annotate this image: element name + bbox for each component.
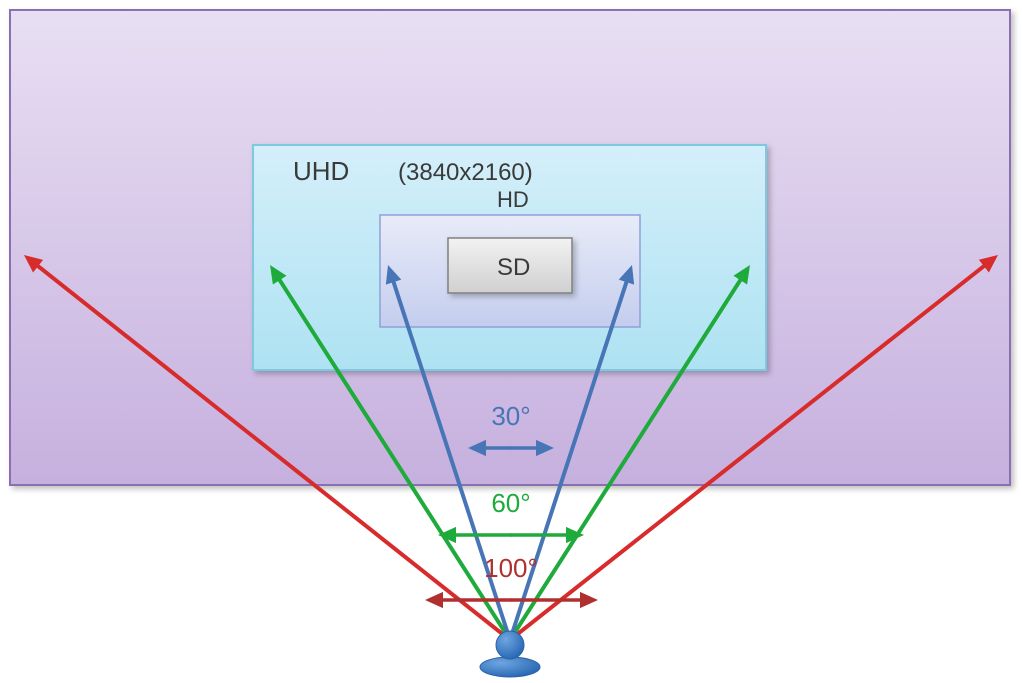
hd-label: HD: [497, 187, 529, 212]
angle-bar-2-right-head: [580, 592, 598, 608]
viewer-base: [480, 657, 540, 677]
fov-diagram: UHD (3840x2160)HD SD 30° 60° 100°: [0, 0, 1022, 683]
angle-bar-2-left-head: [425, 592, 443, 608]
angle-label-0: 30°: [491, 401, 530, 431]
viewer-head: [496, 631, 524, 659]
uhd-label: UHD: [293, 156, 349, 186]
uhd-res-label: (3840x2160): [398, 159, 533, 186]
sd-label: SD: [497, 254, 530, 281]
angle-label-1: 60°: [491, 488, 530, 518]
angle-label-2: 100°: [484, 553, 538, 583]
